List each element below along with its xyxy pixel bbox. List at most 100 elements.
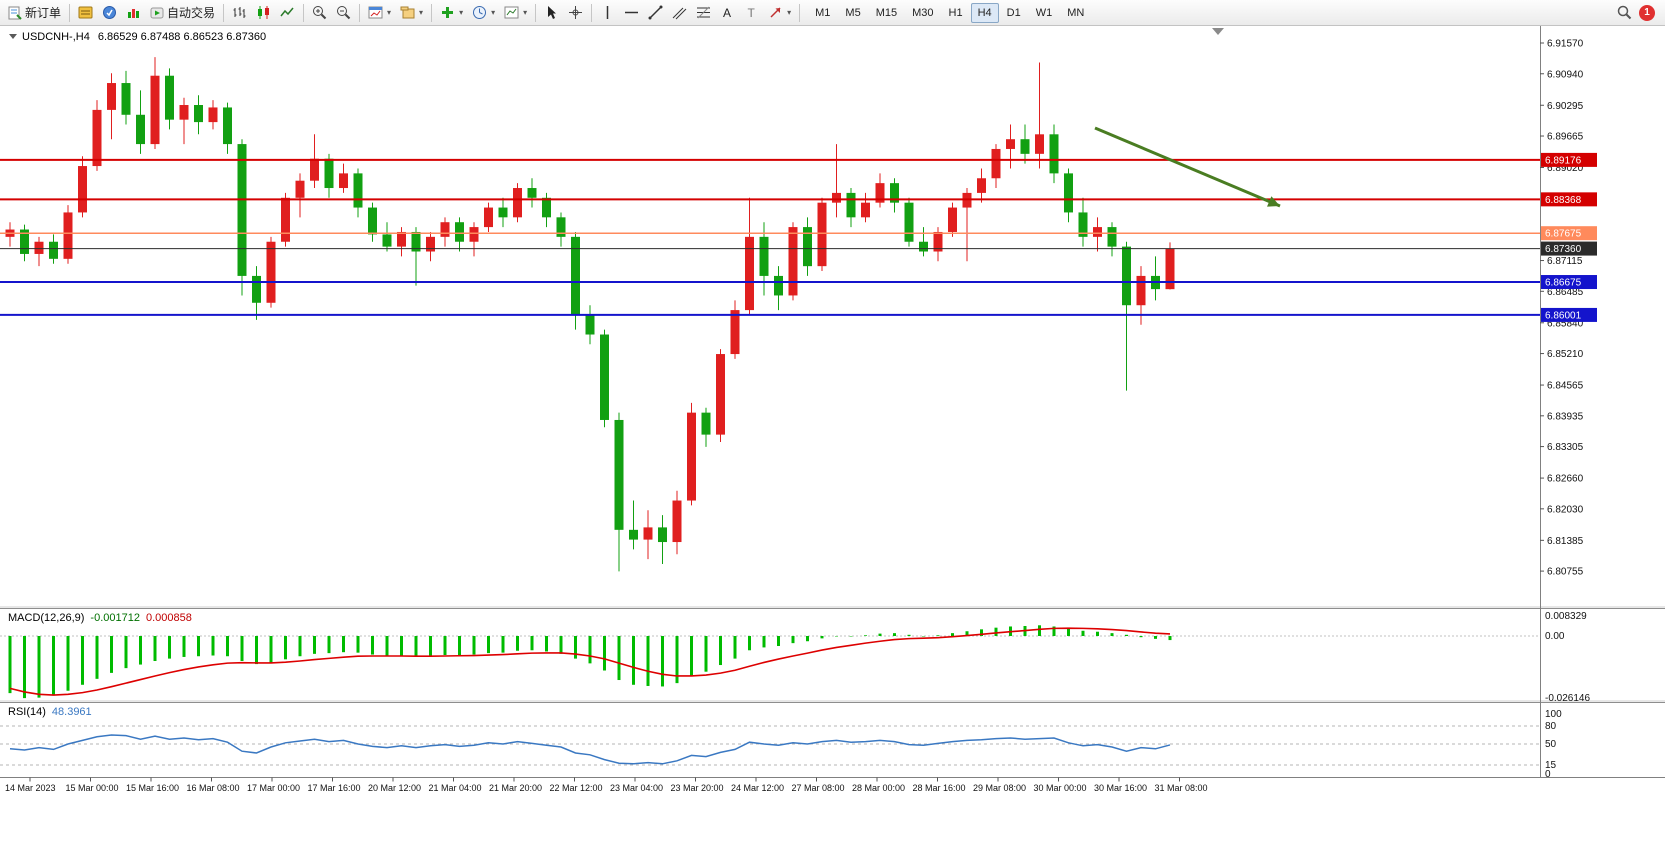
time-tick-label: 17 Mar 16:00 bbox=[308, 783, 361, 793]
price-tick-label: 6.82660 bbox=[1547, 474, 1584, 485]
navigator-button[interactable] bbox=[98, 2, 121, 24]
candle bbox=[310, 158, 319, 181]
candle bbox=[223, 107, 232, 145]
indicators-icon bbox=[440, 5, 455, 20]
auto-trading-button[interactable]: 自动交易 bbox=[146, 2, 219, 24]
profiles-button[interactable]: ▾ bbox=[396, 2, 427, 24]
rsi-axis-label: 15 bbox=[1545, 760, 1557, 771]
bar-chart-button[interactable] bbox=[228, 2, 251, 24]
chart-shift-marker[interactable] bbox=[1212, 28, 1224, 35]
vertical-line-button[interactable] bbox=[596, 2, 619, 24]
dropdown-caret-icon: ▾ bbox=[523, 8, 528, 17]
line-chart-button[interactable] bbox=[276, 2, 299, 24]
time-tick-label: 21 Mar 20:00 bbox=[489, 783, 542, 793]
price-tick-label: 6.91570 bbox=[1547, 39, 1584, 50]
chart-title: USDCNH-,H4 6.86529 6.87488 6.86523 6.8736… bbox=[22, 31, 266, 43]
price-badge bbox=[1541, 192, 1597, 207]
timeframe-button-h4[interactable]: H4 bbox=[970, 2, 999, 23]
rsi-indicator-label: RSI(14) 48.3961 bbox=[8, 706, 92, 718]
candle bbox=[1020, 139, 1030, 154]
candle bbox=[991, 148, 1001, 179]
trendline-icon bbox=[648, 5, 663, 20]
price-tick-label: 6.90940 bbox=[1547, 69, 1584, 80]
candle bbox=[1136, 275, 1146, 306]
cursor-button[interactable] bbox=[540, 2, 563, 24]
collapse-triangle-icon[interactable] bbox=[9, 34, 17, 39]
channel-button[interactable] bbox=[668, 2, 691, 24]
timeframe-button-mn[interactable]: MN bbox=[1060, 3, 1091, 23]
price-tick-label: 6.85840 bbox=[1547, 318, 1584, 329]
chart-window[interactable]: 0.008329 0.00 -0.026146 100 80 50 15 0 6.91570 6.… bbox=[0, 26, 1665, 845]
candlestick-chart-icon bbox=[256, 5, 271, 20]
new-order-button[interactable]: 新订单 bbox=[4, 2, 65, 24]
indicators-button[interactable]: ▾ bbox=[436, 2, 467, 24]
time-tick-label: 17 Mar 00:00 bbox=[247, 783, 300, 793]
new-chart-button[interactable]: ▾ bbox=[364, 2, 395, 24]
candle bbox=[469, 227, 479, 242]
zoom-out-button[interactable] bbox=[332, 2, 355, 24]
price-badge bbox=[1541, 307, 1597, 322]
notifications-badge[interactable]: 1 bbox=[1639, 4, 1655, 21]
trendline-button[interactable] bbox=[644, 2, 667, 24]
timeframe-button-m15[interactable]: M15 bbox=[869, 3, 904, 23]
toolbar-separator bbox=[535, 3, 537, 22]
price-badge-label: 6.87360 bbox=[1545, 244, 1582, 255]
market-watch-button[interactable] bbox=[74, 2, 97, 24]
candle bbox=[324, 158, 334, 189]
candle bbox=[585, 314, 595, 335]
dropdown-caret-icon: ▾ bbox=[787, 8, 792, 17]
fibonacci-icon bbox=[696, 5, 711, 20]
crosshair-button[interactable] bbox=[564, 2, 587, 24]
candle bbox=[281, 197, 290, 242]
candle bbox=[817, 202, 827, 267]
search-button[interactable] bbox=[1613, 2, 1636, 24]
periods-button[interactable]: ▾ bbox=[468, 2, 499, 24]
dropdown-caret-icon: ▾ bbox=[491, 8, 496, 17]
dropdown-caret-icon: ▾ bbox=[419, 8, 424, 17]
candlestick-chart-button[interactable] bbox=[252, 2, 275, 24]
candle bbox=[571, 236, 580, 315]
timeframe-button-m1[interactable]: M1 bbox=[808, 3, 837, 23]
macd-layer: 0.008329 0.00 -0.026146 bbox=[0, 611, 1590, 704]
price-tick-label: 6.86485 bbox=[1547, 287, 1584, 298]
candle bbox=[643, 527, 653, 540]
price-tick-label: 6.89020 bbox=[1547, 163, 1584, 174]
bar-chart-icon bbox=[232, 5, 247, 20]
macd-axis-label: 0.008329 bbox=[1545, 611, 1587, 622]
time-tick-label: 28 Mar 00:00 bbox=[852, 783, 905, 793]
rsi-line bbox=[9, 734, 1171, 765]
timeframe-button-d1[interactable]: D1 bbox=[1000, 3, 1028, 23]
candle bbox=[339, 173, 348, 189]
candle bbox=[411, 231, 421, 252]
toolbar-separator bbox=[431, 3, 433, 22]
panel-separators bbox=[0, 26, 1665, 778]
templates-button[interactable]: ▾ bbox=[500, 2, 531, 24]
candle bbox=[687, 412, 696, 501]
price-tick-label: 6.87115 bbox=[1547, 256, 1583, 267]
arrows-button[interactable]: ▾ bbox=[764, 2, 795, 24]
candle bbox=[513, 188, 522, 218]
timeframe-button-m30[interactable]: M30 bbox=[905, 3, 940, 23]
timeframe-button-m5[interactable]: M5 bbox=[838, 3, 867, 23]
timeframe-button-h1[interactable]: H1 bbox=[942, 3, 970, 23]
price-tick-label: 6.90295 bbox=[1547, 101, 1584, 112]
text-button[interactable]: A bbox=[716, 2, 739, 24]
fibonacci-button[interactable] bbox=[692, 2, 715, 24]
candle bbox=[948, 207, 957, 232]
timeframe-button-w1[interactable]: W1 bbox=[1029, 3, 1060, 23]
candle bbox=[701, 412, 711, 435]
rsi-axis-label: 100 bbox=[1545, 709, 1562, 720]
terminal-button[interactable] bbox=[122, 2, 145, 24]
templates-icon bbox=[504, 5, 519, 20]
price-tick-label: 6.85210 bbox=[1547, 349, 1584, 360]
candle bbox=[1122, 246, 1131, 306]
candle bbox=[861, 202, 870, 218]
label-button[interactable]: T bbox=[740, 2, 763, 24]
horizontal-line-button[interactable] bbox=[620, 2, 643, 24]
trend-arrow[interactable] bbox=[1094, 126, 1281, 208]
candle bbox=[397, 231, 406, 247]
candle bbox=[1035, 134, 1044, 154]
zoom-in-button[interactable] bbox=[308, 2, 331, 24]
